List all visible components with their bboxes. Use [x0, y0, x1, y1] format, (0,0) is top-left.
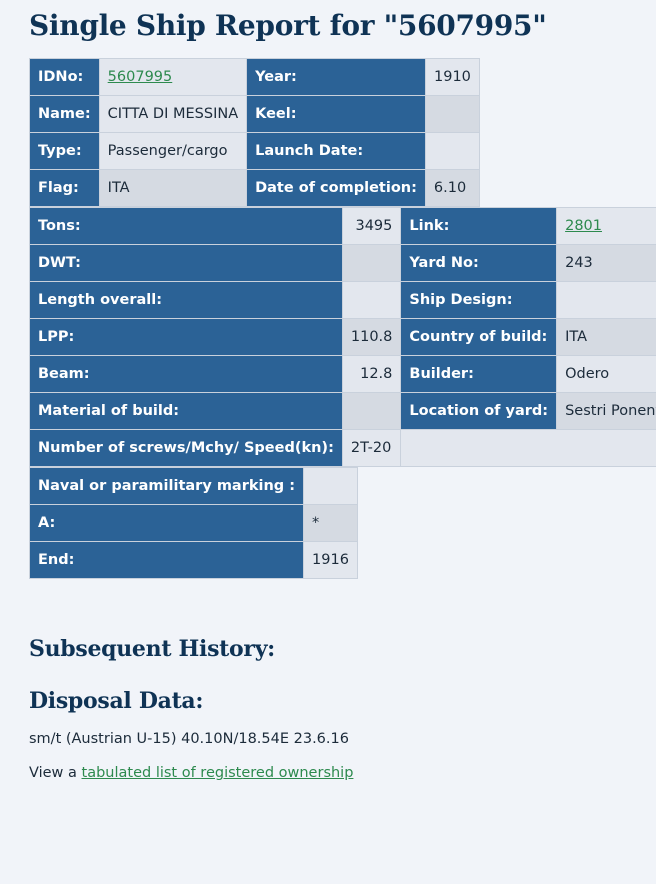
- table-row: Tons: 3495 Link: 2801: [29, 207, 656, 245]
- ownership-prefix: View a: [29, 765, 82, 781]
- year-label: Year:: [246, 58, 426, 96]
- naval-marking-table: Naval or paramilitary marking : A: * End…: [28, 467, 359, 579]
- screws-value: 2T-20: [341, 429, 402, 467]
- type-value: Passenger/cargo: [98, 132, 248, 170]
- table-row: LPP: 110.8 Country of build: ITA: [29, 318, 656, 356]
- ship-design-label: Ship Design:: [400, 281, 558, 319]
- page-title: Single Ship Report for "5607995": [29, 9, 547, 42]
- a-value: *: [303, 504, 359, 542]
- subsequent-history-heading: Subsequent History:: [29, 636, 276, 662]
- type-label: Type:: [29, 132, 100, 170]
- disposal-text: sm/t (Austrian U-15) 40.10N/18.54E 23.6.…: [29, 731, 349, 747]
- idno-label: IDNo:: [29, 58, 100, 96]
- flag-value: ITA: [98, 169, 248, 207]
- table-row: Flag: ITA Date of completion: 6.10: [29, 169, 480, 207]
- name-value: CITTA DI MESSINA: [98, 95, 248, 133]
- page: Single Ship Report for "5607995" IDNo: 5…: [28, 9, 656, 783]
- disposal-data-heading: Disposal Data:: [29, 688, 204, 714]
- lpp-label: LPP:: [29, 318, 343, 356]
- builder-value: Odero: [556, 355, 656, 393]
- length-value: [341, 281, 402, 319]
- country-value: ITA: [556, 318, 656, 356]
- table-row: Material of build: Location of yard: Ses…: [29, 392, 656, 430]
- link-number-link[interactable]: 2801: [565, 218, 602, 234]
- naval-marking-label: Naval or paramilitary marking :: [28, 467, 305, 505]
- flag-label: Flag:: [29, 169, 100, 207]
- launch-date-label: Launch Date:: [246, 132, 426, 170]
- table-row: Type: Passenger/cargo Launch Date:: [29, 132, 480, 170]
- link-label: Link:: [400, 207, 558, 245]
- tons-value: 3495: [341, 207, 402, 245]
- dwt-label: DWT:: [29, 244, 343, 282]
- material-value: [341, 392, 402, 430]
- table-row: Beam: 12.8 Builder: Odero: [29, 355, 656, 393]
- yard-no-value: 243: [556, 244, 656, 282]
- screws-label: Number of screws/Mchy/ Speed(kn):: [29, 429, 343, 467]
- yard-no-label: Yard No:: [400, 244, 558, 282]
- ownership-line: View a tabulated list of registered owne…: [29, 763, 656, 783]
- end-value: 1916: [303, 541, 359, 579]
- completion-label: Date of completion:: [246, 169, 426, 207]
- beam-label: Beam:: [29, 355, 343, 393]
- keel-value: [424, 95, 480, 133]
- ship-design-value: [556, 281, 656, 319]
- table-row: Naval or paramilitary marking :: [28, 467, 359, 505]
- table-row: Number of screws/Mchy/ Speed(kn): 2T-20: [29, 429, 656, 467]
- dwt-value: [341, 244, 402, 282]
- table-row: Name: CITTA DI MESSINA Keel:: [29, 95, 480, 133]
- material-label: Material of build:: [29, 392, 343, 430]
- builder-label: Builder:: [400, 355, 558, 393]
- table-row: DWT: Yard No: 243: [29, 244, 656, 282]
- beam-value: 12.8: [341, 355, 402, 393]
- ownership-link[interactable]: tabulated list of registered ownership: [81, 765, 354, 781]
- table-row: A: *: [28, 504, 359, 542]
- completion-value: 6.10: [424, 169, 480, 207]
- idno-link[interactable]: 5607995: [107, 69, 173, 85]
- naval-marking-value: [303, 467, 359, 505]
- lpp-value: 110.8: [341, 318, 402, 356]
- ship-specs-table: Tons: 3495 Link: 2801 DWT: Yard No: 243 …: [29, 207, 656, 467]
- keel-label: Keel:: [246, 95, 426, 133]
- a-label: A:: [28, 504, 305, 542]
- link-value: 2801: [556, 207, 656, 245]
- end-label: End:: [28, 541, 305, 579]
- idno-value: 5607995: [98, 58, 248, 96]
- length-label: Length overall:: [29, 281, 343, 319]
- country-label: Country of build:: [400, 318, 558, 356]
- year-value: 1910: [424, 58, 480, 96]
- yard-location-label: Location of yard:: [400, 392, 558, 430]
- table-row: Length overall: Ship Design:: [29, 281, 656, 319]
- yard-location-value: Sestri Ponente: [556, 392, 656, 430]
- empty-cell: [400, 429, 656, 467]
- tons-label: Tons:: [29, 207, 343, 245]
- launch-date-value: [424, 132, 480, 170]
- table-row: End: 1916: [28, 541, 359, 579]
- name-label: Name:: [29, 95, 100, 133]
- table-row: IDNo: 5607995 Year: 1910: [29, 58, 480, 96]
- ship-identity-table: IDNo: 5607995 Year: 1910 Name: CITTA DI …: [29, 58, 480, 207]
